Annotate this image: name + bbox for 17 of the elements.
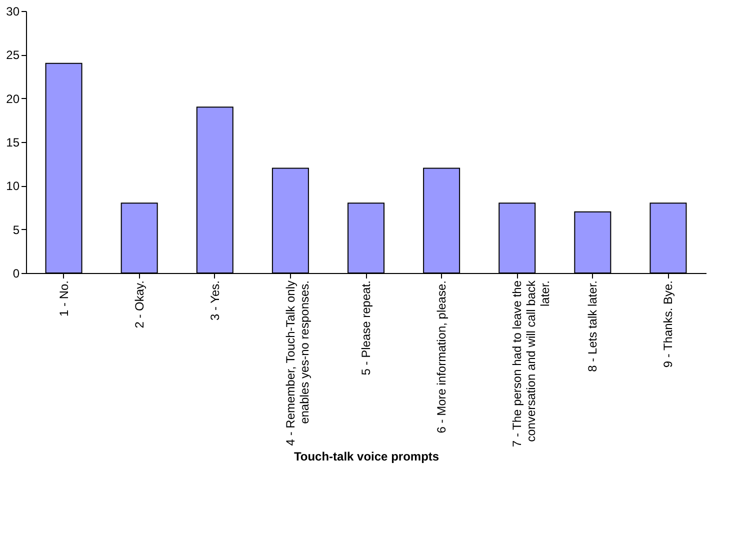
x-axis-title: Touch-talk voice prompts	[294, 449, 440, 464]
y-tick-label: 20	[6, 92, 20, 106]
x-tick-label: 8 - Lets talk later.	[586, 280, 600, 372]
x-tick-label: 9 - Thanks. Bye.	[661, 280, 676, 368]
x-tick-label: 7 - The person had to leave the conversation and will call back later.	[510, 280, 552, 448]
x-tick-label: 2 - Okay.	[132, 280, 146, 328]
y-tick-label: 0	[12, 266, 20, 280]
y-tick-label: 5	[12, 222, 20, 237]
y-tick-label: 30	[6, 4, 20, 18]
x-tick-label: 6 - More information, please.	[434, 280, 449, 434]
x-tick-label: 4 - Remember, Touch-Talk only enables yes-no responses.	[283, 280, 312, 446]
x-tick-label: 5 - Please repeat.	[359, 280, 373, 376]
y-tick-label: 15	[6, 136, 20, 150]
y-tick-label: 25	[6, 48, 20, 62]
y-tick-label: 10	[6, 179, 20, 194]
x-tick-label: 3 - Yes.	[208, 280, 222, 321]
x-tick-label: 1 - No.	[56, 280, 71, 317]
